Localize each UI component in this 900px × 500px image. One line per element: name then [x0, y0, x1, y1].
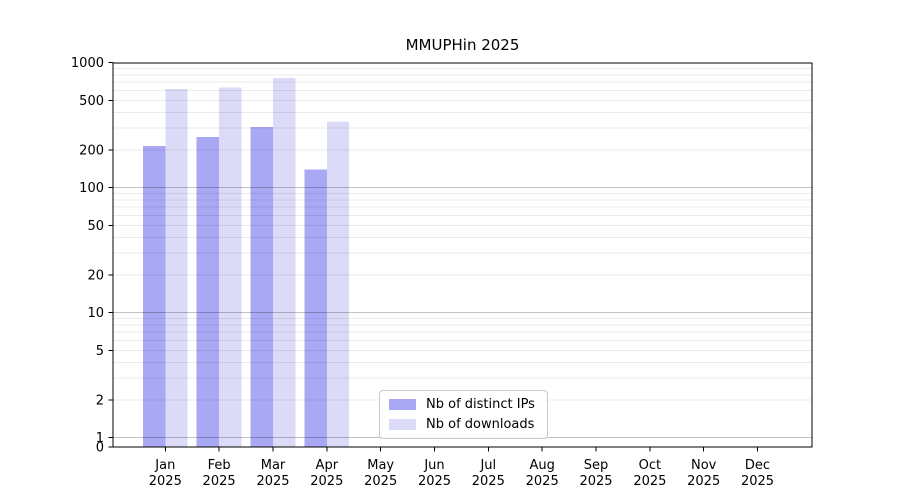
- bar-downloads: [326, 121, 350, 448]
- downloads-swatch: [389, 419, 416, 430]
- y-tick-label: 100: [79, 181, 104, 196]
- x-tick-label-year: 2025: [149, 474, 182, 489]
- legend: Nb of distinct IPs Nb of downloads: [379, 390, 548, 439]
- x-tick-label-year: 2025: [203, 474, 236, 489]
- y-tick-label: 1000: [71, 56, 104, 71]
- x-tick-label-month: Mar: [261, 458, 286, 473]
- legend-item-downloads: Nb of downloads: [389, 417, 547, 432]
- x-tick-label-year: 2025: [418, 474, 451, 489]
- distinct-ips-swatch: [389, 399, 416, 410]
- x-tick-label-year: 2025: [256, 474, 289, 489]
- chart-title: MMUPHin 2025: [405, 36, 520, 54]
- y-tick-label: 5: [96, 344, 104, 359]
- x-tick-label-month: Feb: [208, 458, 231, 473]
- x-tick-label-year: 2025: [687, 474, 720, 489]
- bar-downloads: [165, 89, 188, 447]
- x-tick-label-month: Aug: [530, 458, 555, 473]
- x-tick-label-month: Sep: [584, 458, 609, 473]
- bar-distinct-ips: [304, 169, 327, 447]
- x-tick-label-month: Nov: [691, 458, 717, 473]
- legend-item-distinct-ips: Nb of distinct IPs: [389, 397, 547, 412]
- legend-label: Nb of distinct IPs: [426, 397, 535, 412]
- x-tick-label-month: Dec: [745, 458, 770, 473]
- x-tick-label-month: Jan: [154, 458, 175, 473]
- bar-distinct-ips: [142, 146, 166, 447]
- x-tick-label-month: Apr: [316, 458, 339, 473]
- x-tick-label-year: 2025: [364, 474, 397, 489]
- bar-downloads: [219, 87, 242, 448]
- x-tick-label-year: 2025: [741, 474, 774, 489]
- bar-distinct-ips: [196, 136, 220, 447]
- y-tick-label: 500: [79, 94, 104, 109]
- x-tick-label-year: 2025: [310, 474, 343, 489]
- x-tick-label-year: 2025: [526, 474, 559, 489]
- bar-downloads: [273, 78, 296, 447]
- y-tick-label: 20: [87, 269, 104, 284]
- y-tick-label: 200: [79, 144, 104, 159]
- y-tick-label: 50: [87, 219, 104, 234]
- legend-label: Nb of downloads: [426, 417, 535, 432]
- x-tick-label-month: Oct: [639, 458, 661, 473]
- x-tick-label-year: 2025: [579, 474, 612, 489]
- y-tick-label: 2: [96, 394, 104, 409]
- plot-border: [112, 62, 813, 448]
- bar-distinct-ips: [250, 127, 273, 447]
- x-tick-label-month: Jun: [423, 458, 444, 473]
- y-tick-label: 10: [87, 306, 104, 321]
- x-tick-label-month: Jul: [479, 458, 496, 473]
- x-tick-label-month: May: [367, 458, 394, 473]
- x-tick-label-year: 2025: [633, 474, 666, 489]
- y-tick-label: 0: [96, 441, 104, 456]
- x-tick-label-year: 2025: [472, 474, 505, 489]
- y-tick-label: 1: [96, 431, 104, 446]
